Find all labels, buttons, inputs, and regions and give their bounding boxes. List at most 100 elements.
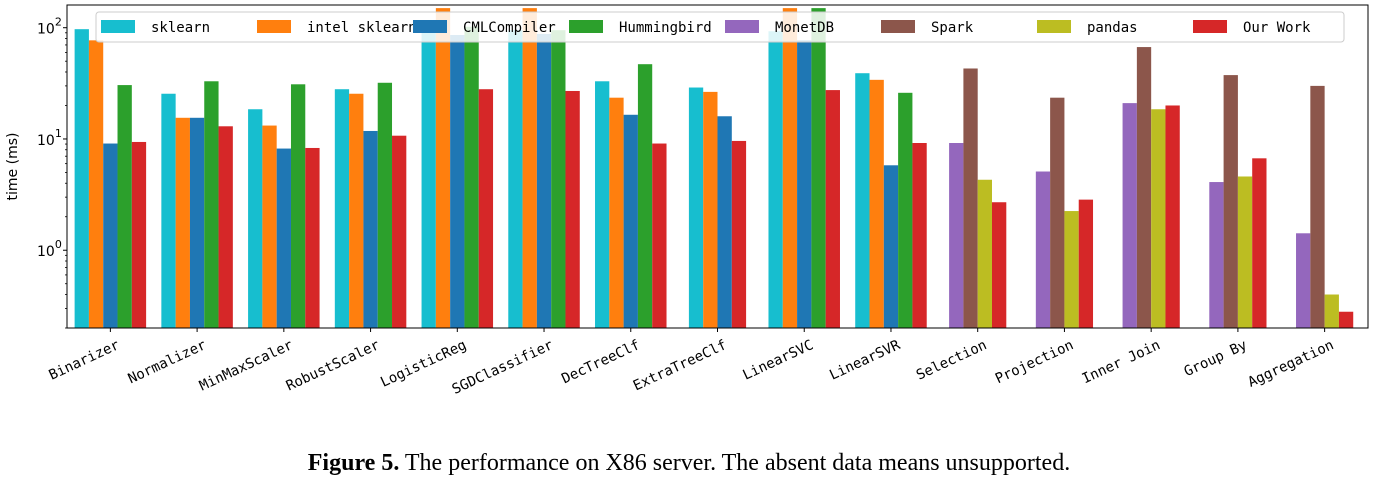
legend-label-sklearn: sklearn	[151, 20, 210, 36]
bar-monetdb-inner-join	[1122, 103, 1137, 329]
x-tick-label-3: RobustScaler	[284, 337, 382, 394]
legend-swatch-spark	[881, 20, 915, 33]
bar-hummingbird-linearsvc	[811, 8, 826, 329]
bar-cmlcompiler-extratreeclf	[717, 116, 732, 328]
bar-hummingbird-logisticreg	[464, 26, 479, 328]
bar-sklearn-extratreeclf	[688, 87, 704, 329]
bar-hummingbird-binarizer	[117, 85, 132, 328]
bar-intel-sklearn-normalizer	[175, 117, 190, 328]
x-tick-label-8: LinearSVC	[740, 337, 816, 384]
bar-monetdb-aggregation	[1296, 233, 1311, 328]
bar-our-work-sgdclassifier	[565, 90, 580, 328]
legend-swatch-monetdb	[725, 20, 759, 33]
bar-intel-sklearn-extratreeclf	[703, 91, 718, 328]
x-tick-label-10: Selection	[914, 337, 990, 384]
bar-our-work-inner-join	[1165, 105, 1180, 328]
bar-spark-aggregation	[1310, 85, 1325, 328]
figure-label: Figure 5.	[307, 450, 400, 476]
bar-intel-sklearn-sgdclassifier	[522, 8, 537, 329]
bar-intel-sklearn-linearsvr	[869, 79, 884, 328]
x-tick-label-2: MinMaxScaler	[197, 337, 295, 394]
legend-label-cmlcompiler: CMLCompiler	[463, 20, 556, 36]
legend-swatch-pandas	[1037, 20, 1071, 33]
bar-hummingbird-normalizer	[204, 81, 219, 328]
bar-spark-projection	[1050, 97, 1065, 328]
bar-pandas-inner-join	[1151, 109, 1166, 328]
bar-hummingbird-robustscaler	[377, 82, 393, 329]
bar-monetdb-group-by	[1209, 182, 1224, 328]
x-tick-label-7: ExtraTreeClf	[631, 337, 729, 394]
bar-cmlcompiler-sgdclassifier	[536, 33, 552, 328]
bar-spark-selection	[963, 68, 978, 329]
bar-sklearn-minmaxscaler	[248, 109, 263, 328]
legend-swatch-sklearn	[101, 20, 135, 33]
bar-our-work-logisticreg	[478, 89, 494, 328]
legend-swatch-cmlcompiler	[413, 20, 447, 33]
y-tick-label-0: 100	[37, 238, 62, 260]
legend-swatch-intel-sklearn	[257, 20, 291, 33]
x-tick-label-9: LinearSVR	[827, 337, 903, 384]
bar-intel-sklearn-logisticreg	[435, 8, 451, 329]
bar-our-work-extratreeclf	[731, 140, 747, 328]
x-tick-label-0: Binarizer	[47, 337, 123, 384]
bar-sklearn-linearsvc	[768, 31, 783, 328]
bar-pandas-aggregation	[1324, 294, 1339, 328]
legend-label-hummingbird: Hummingbird	[619, 20, 712, 36]
y-tick-label-2: 102	[37, 16, 62, 38]
x-tick-label-14: Aggregation	[1246, 337, 1337, 391]
bar-our-work-projection	[1078, 199, 1094, 328]
bar-our-work-minmaxscaler	[305, 147, 320, 328]
bar-cmlcompiler-minmaxscaler	[276, 148, 291, 328]
bar-our-work-aggregation	[1338, 311, 1354, 328]
bar-our-work-normalizer	[218, 126, 233, 328]
bar-intel-sklearn-robustscaler	[349, 93, 364, 329]
bar-sklearn-binarizer	[74, 29, 89, 329]
bar-monetdb-selection	[949, 143, 964, 328]
figure-caption: Figure 5. The performance on X86 server.…	[0, 450, 1378, 477]
legend: sklearn intel sklearn CMLCompiler Hummingbi…	[95, 11, 1345, 43]
bar-hummingbird-sgdclassifier	[551, 30, 566, 328]
bar-our-work-selection	[992, 202, 1007, 328]
y-axis-label: time (ms)	[5, 133, 21, 201]
legend-swatch-hummingbird	[569, 20, 603, 33]
x-tick-label-11: Projection	[993, 337, 1076, 387]
x-tick-label-13: Group By	[1182, 337, 1250, 380]
legend-box	[95, 11, 1345, 43]
bar-pandas-selection	[977, 179, 992, 328]
bar-sklearn-dectreeclf	[595, 81, 610, 328]
bar-spark-group-by	[1223, 75, 1238, 328]
legend-label-spark: Spark	[931, 20, 974, 36]
bar-hummingbird-minmaxscaler	[290, 84, 306, 328]
bar-hummingbird-dectreeclf	[637, 64, 653, 328]
y-tick-label-1: 101	[37, 127, 62, 149]
bar-intel-sklearn-linearsvc	[782, 8, 798, 329]
bar-hummingbird-linearsvr	[898, 92, 913, 328]
legend-label-our-work: Our Work	[1243, 20, 1311, 36]
legend-label-monetdb: MonetDB	[775, 20, 834, 36]
bar-sklearn-robustscaler	[334, 89, 350, 328]
bar-cmlcompiler-robustscaler	[363, 130, 378, 328]
bar-pandas-group-by	[1237, 176, 1253, 328]
x-tick-label-12: Inner Join	[1080, 337, 1163, 387]
legend-label-pandas: pandas	[1087, 20, 1138, 36]
bar-our-work-linearsvc	[825, 90, 840, 328]
bar-our-work-binarizer	[131, 141, 147, 328]
bar-spark-inner-join	[1136, 47, 1152, 329]
bar-monetdb-projection	[1035, 171, 1051, 328]
bar-intel-sklearn-minmaxscaler	[262, 125, 277, 328]
bar-cmlcompiler-linearsvr	[883, 165, 899, 328]
bars-group	[74, 8, 1354, 329]
bar-pandas-projection	[1064, 211, 1079, 328]
legend-swatch-our-work	[1193, 20, 1227, 33]
bar-cmlcompiler-normalizer	[189, 117, 205, 328]
bar-our-work-robustscaler	[392, 135, 407, 328]
bar-cmlcompiler-dectreeclf	[623, 114, 638, 329]
bar-sklearn-logisticreg	[421, 30, 436, 328]
bar-our-work-linearsvr	[912, 143, 927, 328]
bar-sklearn-normalizer	[161, 93, 176, 329]
bar-our-work-group-by	[1252, 158, 1267, 328]
bar-cmlcompiler-linearsvc	[797, 40, 812, 329]
legend-label-intel-sklearn: intel sklearn	[307, 20, 417, 36]
bar-cmlcompiler-binarizer	[103, 143, 118, 328]
